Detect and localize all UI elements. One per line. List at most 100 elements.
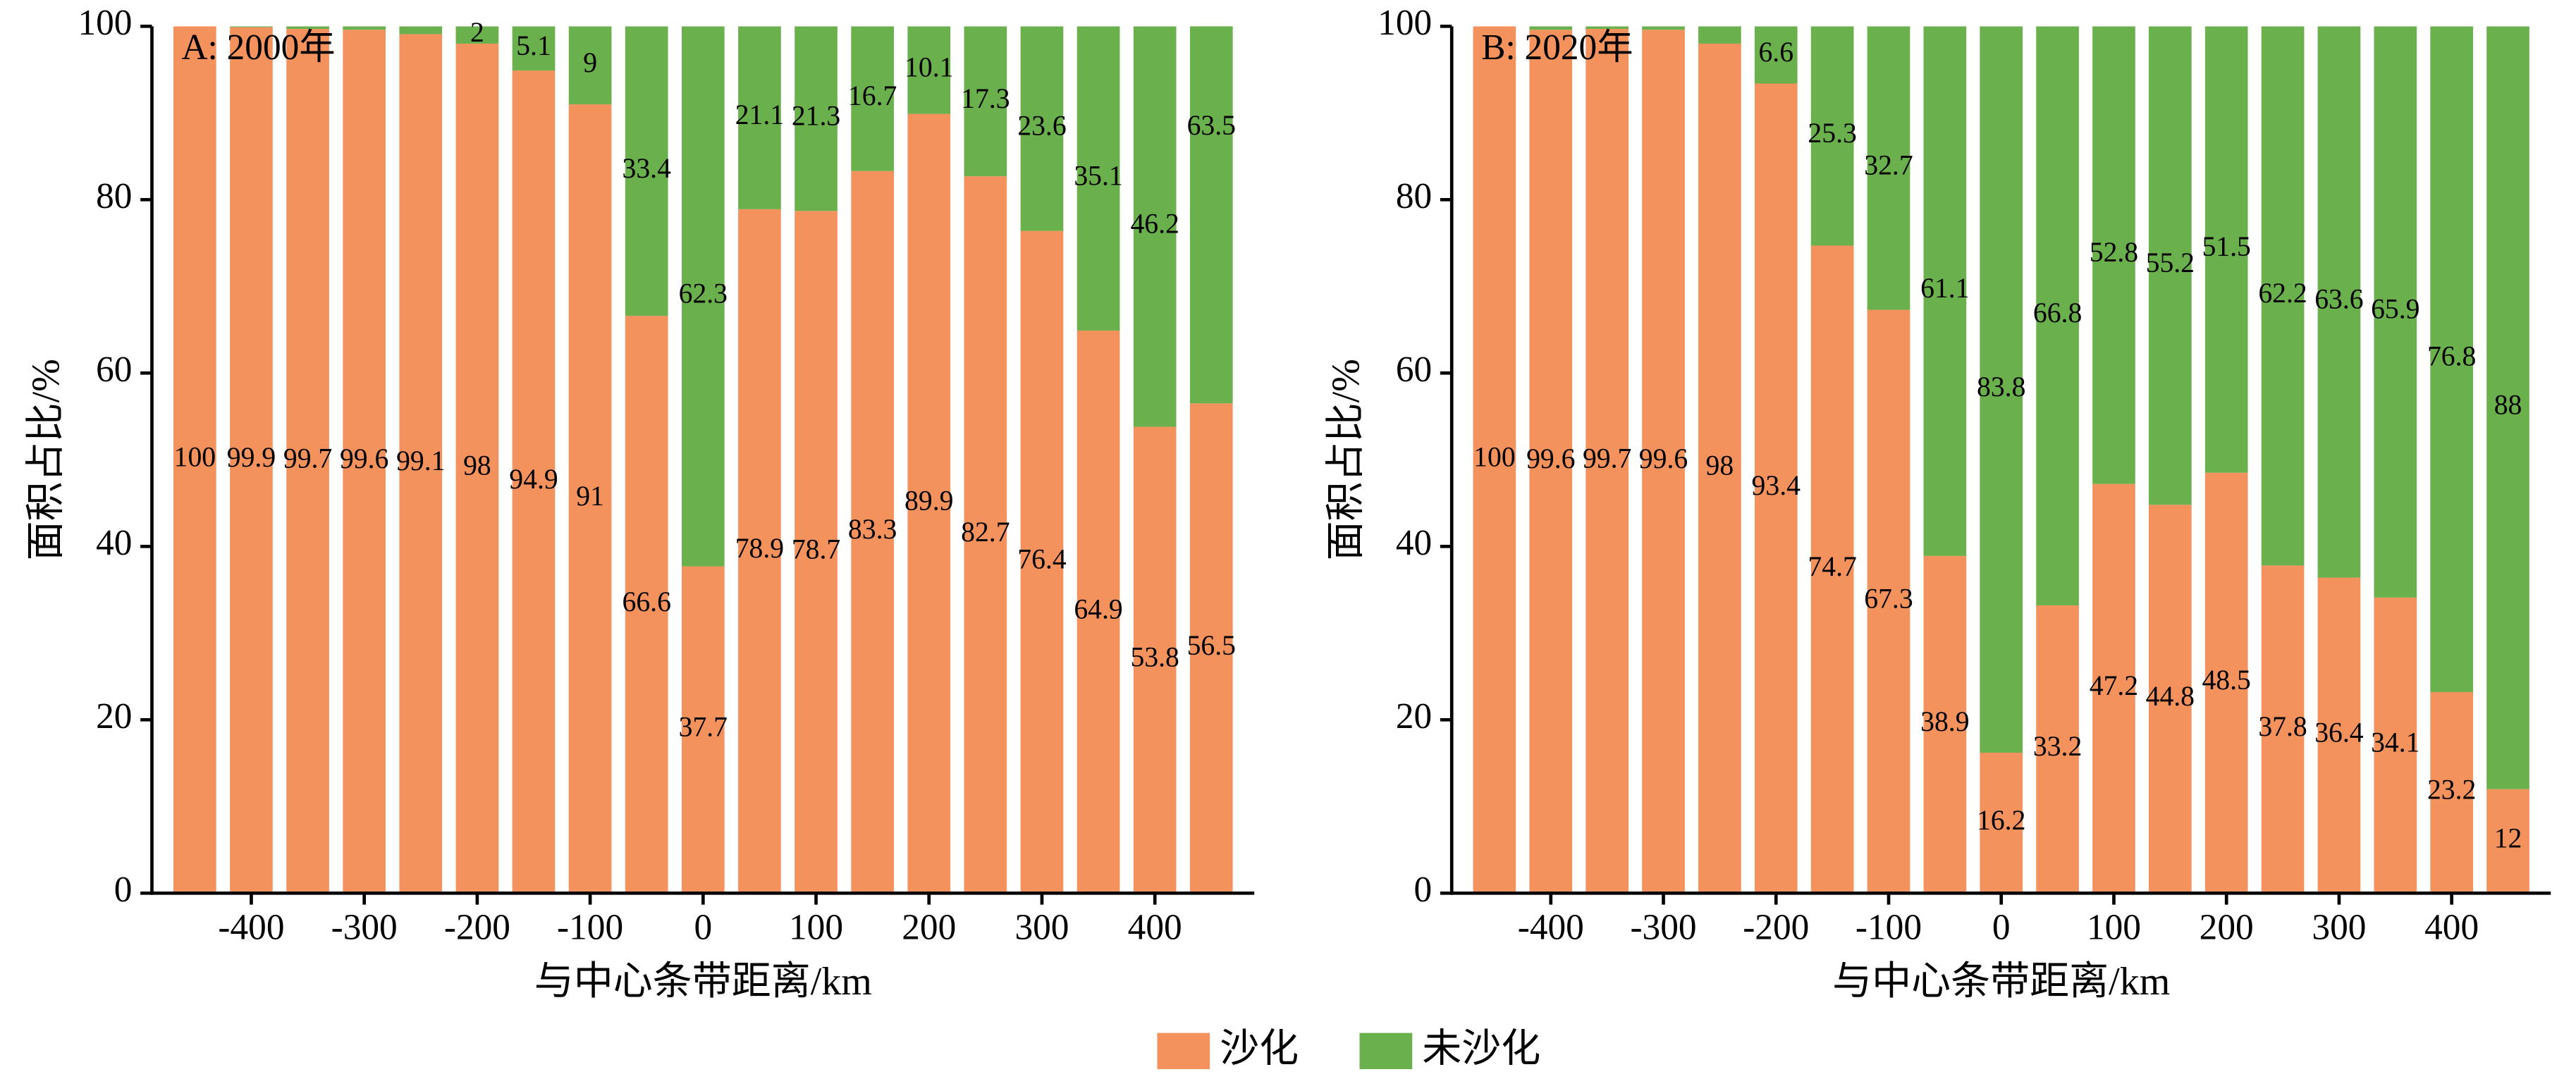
data-label: 16.2 <box>1977 805 2025 836</box>
bar-segment <box>2430 26 2473 692</box>
y-tick-label: 40 <box>96 523 132 563</box>
data-label: 83.3 <box>848 514 897 545</box>
x-tick-label: 400 <box>2424 908 2479 948</box>
data-label: 10.1 <box>904 52 953 83</box>
bar-segment <box>343 30 386 894</box>
bar-segment <box>343 26 386 30</box>
bar-segment <box>1133 426 1177 894</box>
bar-segment <box>738 26 781 209</box>
bar-segment <box>2204 472 2248 894</box>
bar-segment <box>907 26 951 114</box>
bar-segment <box>2261 565 2305 894</box>
bar-segment <box>1189 403 1233 894</box>
x-tick-label: -400 <box>1518 908 1584 948</box>
data-label: 38.9 <box>1920 706 1969 737</box>
data-label: 46.2 <box>1130 209 1179 240</box>
data-label: 65.9 <box>2371 294 2419 325</box>
bar-segment <box>681 566 725 894</box>
data-label: 99.7 <box>283 443 332 474</box>
x-tick-label: 100 <box>789 908 843 948</box>
data-label: 88 <box>2494 390 2522 421</box>
data-label: 53.8 <box>1130 642 1179 673</box>
bar-segment <box>1020 230 1064 894</box>
bar-segment <box>1754 26 1798 84</box>
bar-segment <box>399 26 443 35</box>
y-tick-label: 0 <box>114 870 133 910</box>
bar-segment <box>1698 43 1741 894</box>
bar-segment <box>851 171 894 894</box>
bar-segment <box>2261 26 2305 566</box>
legend-label: 未沙化 <box>1422 1028 1540 1071</box>
data-label: 47.2 <box>2090 670 2138 701</box>
x-tick-label: 300 <box>1014 908 1069 948</box>
x-tick-label: -300 <box>331 908 398 948</box>
x-tick-label: 200 <box>902 908 956 948</box>
data-label: 99.1 <box>396 445 445 476</box>
y-tick-label: 40 <box>1396 523 1432 563</box>
bar-segment <box>2486 789 2529 894</box>
bar-segment <box>795 211 838 894</box>
data-label: 52.8 <box>2090 237 2138 268</box>
bar-segment <box>625 316 668 894</box>
bar-segment <box>230 27 273 894</box>
data-label: 2 <box>470 17 484 48</box>
data-label: 61.1 <box>1920 273 1969 304</box>
bar-segment <box>1473 26 1516 894</box>
bar-segment <box>1923 26 1967 556</box>
legend-label: 沙化 <box>1220 1028 1299 1071</box>
bar-segment <box>1754 83 1798 894</box>
bar-segment <box>738 209 781 894</box>
x-axis-label: 与中心条带距离/km <box>534 960 872 1004</box>
bar-segment <box>2036 26 2079 605</box>
x-tick-label: -200 <box>444 908 510 948</box>
data-label: 93.4 <box>1752 470 1801 501</box>
data-label: 98 <box>1706 450 1734 481</box>
data-label: 100 <box>1473 441 1515 472</box>
bar-segment <box>1077 331 1120 894</box>
bar-segment <box>1810 245 1854 894</box>
bar-segment <box>964 176 1007 894</box>
bar-segment <box>1642 30 1685 894</box>
bars <box>1473 26 2529 894</box>
bar-segment <box>2486 26 2529 789</box>
x-tick-label: 400 <box>1128 908 1182 948</box>
data-label: 9 <box>583 47 597 78</box>
x-axis-label: 与中心条带距离/km <box>1832 960 2170 1004</box>
bar-segment <box>795 26 838 211</box>
y-axis-label: 面积占比/% <box>25 359 68 560</box>
y-tick-label: 0 <box>1414 870 1433 910</box>
data-label: 99.7 <box>1583 443 1631 474</box>
data-label: 51.5 <box>2202 231 2250 262</box>
y-tick-label: 60 <box>96 350 132 390</box>
data-label: 78.7 <box>792 534 840 565</box>
y-tick-label: 80 <box>1396 176 1432 216</box>
data-label: 32.7 <box>1864 150 1913 181</box>
data-label: 37.8 <box>2258 711 2307 742</box>
bar-segment <box>1189 26 1233 404</box>
data-label: 56.5 <box>1187 630 1236 661</box>
data-label: 91 <box>576 481 604 512</box>
data-label: 34.1 <box>2371 727 2419 758</box>
bar-segment <box>681 26 725 567</box>
data-label: 33.2 <box>2033 731 2082 762</box>
bar-segment <box>2317 577 2361 894</box>
bar-segment <box>964 26 1007 177</box>
bar-segment <box>1923 555 1967 894</box>
bar-segment <box>1980 753 2023 894</box>
y-tick-label: 20 <box>96 696 132 736</box>
data-label: 67.3 <box>1864 584 1913 615</box>
x-tick-label: -100 <box>1856 908 1922 948</box>
data-label: 63.6 <box>2314 284 2363 315</box>
data-label: 16.7 <box>848 80 897 111</box>
x-tick-label: -300 <box>1630 908 1696 948</box>
data-label: 21.1 <box>735 99 784 130</box>
data-label: 64.9 <box>1074 593 1122 624</box>
data-label: 33.4 <box>622 153 672 184</box>
data-label: 48.5 <box>2202 665 2250 696</box>
legend-swatch <box>1157 1032 1210 1069</box>
x-tick-label: 100 <box>2087 908 2141 948</box>
bar-segment <box>1980 26 2023 753</box>
bar-segment <box>1867 309 1910 894</box>
